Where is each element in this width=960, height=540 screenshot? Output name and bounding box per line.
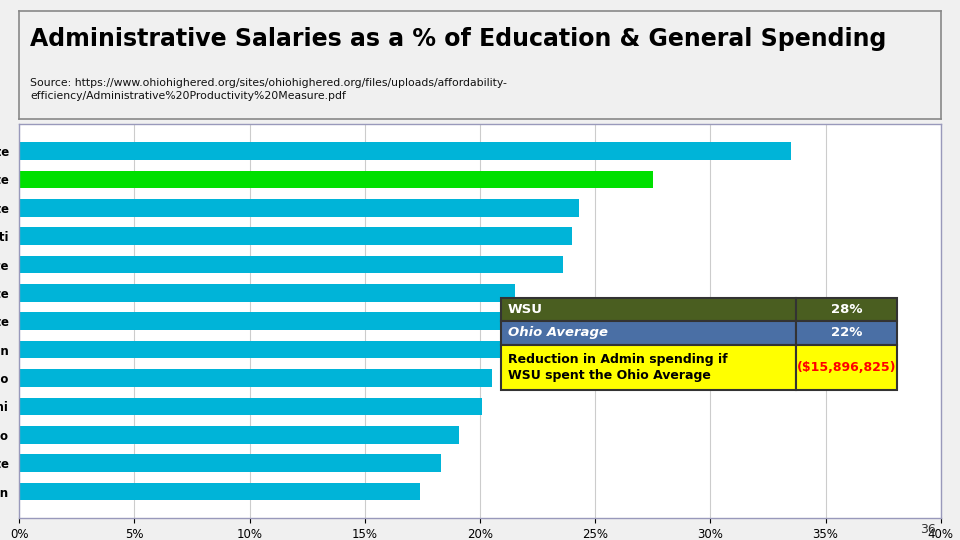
Text: Administrative Salaries as a % of Education & General Spending: Administrative Salaries as a % of Educat…	[31, 27, 887, 51]
Bar	[19, 369, 492, 387]
Text: Ohio Average: Ohio Average	[508, 327, 608, 340]
Text: 28%: 28%	[830, 303, 862, 316]
Text: 36: 36	[921, 523, 936, 536]
Bar	[19, 227, 572, 245]
Bar	[19, 426, 459, 444]
Bar	[19, 313, 510, 330]
Bar	[501, 345, 796, 390]
Bar	[19, 284, 515, 302]
Bar	[796, 345, 897, 390]
Bar	[19, 455, 441, 472]
Bar	[796, 298, 897, 321]
Bar	[19, 199, 579, 217]
Bar	[19, 483, 420, 501]
Bar	[19, 256, 563, 273]
Text: Reduction in Admin spending if
WSU spent the Ohio Average: Reduction in Admin spending if WSU spent…	[508, 353, 728, 382]
Bar	[19, 341, 503, 359]
Bar	[796, 321, 897, 345]
Text: ($15,896,825): ($15,896,825)	[797, 361, 896, 374]
Bar	[19, 142, 791, 160]
Text: WSU: WSU	[508, 303, 542, 316]
Bar	[501, 321, 796, 345]
Bar	[19, 171, 653, 188]
Text: 22%: 22%	[830, 327, 862, 340]
Bar	[501, 298, 796, 321]
Bar	[19, 397, 482, 415]
Text: Source: https://www.ohiohighered.org/sites/ohiohighered.org/files/uploads/afford: Source: https://www.ohiohighered.org/sit…	[31, 78, 507, 101]
